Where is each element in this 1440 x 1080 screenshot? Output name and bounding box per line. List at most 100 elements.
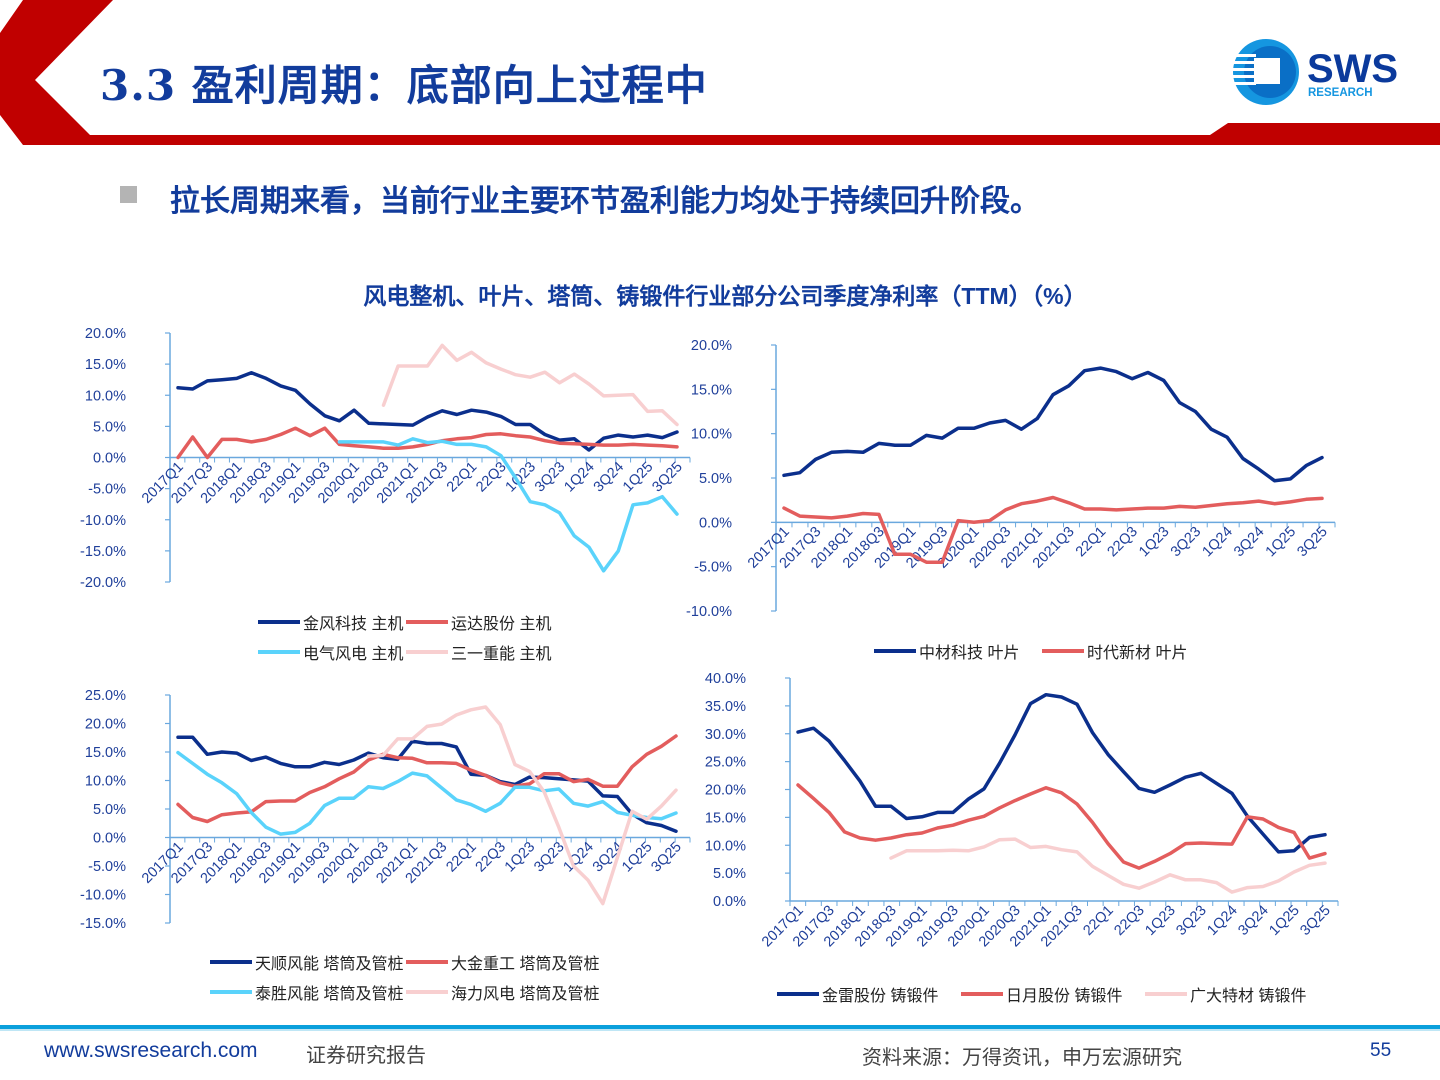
- y-tick-label: 20.0%: [705, 783, 746, 799]
- series-line-1: [782, 366, 1324, 483]
- legend-swatch: [210, 990, 252, 994]
- x-tick-label: 3Q23: [532, 459, 568, 495]
- series-line-4: [381, 343, 679, 427]
- y-tick-label: 0.0%: [699, 515, 732, 531]
- y-tick-label: 20.0%: [85, 717, 126, 733]
- x-tick-label: 3Q24: [591, 459, 627, 495]
- y-tick-label: -15.0%: [80, 544, 126, 560]
- x-tick-label: 22Q3: [473, 839, 509, 875]
- legend-swatch: [874, 649, 916, 653]
- chart-1: 20.0% 15.0% 10.0% 5.0% 0.0% -5.0% -10.0% -15.0%…: [80, 326, 691, 591]
- x-tick-label: 22Q3: [1111, 903, 1147, 939]
- y-tick-label: 5.0%: [93, 419, 126, 435]
- chart-3: 25.0% 20.0% 15.0% 10.0% 5.0% 0.0% -5.0% -10.0% -…: [80, 688, 691, 932]
- series-line-2: [782, 495, 1324, 564]
- y-tick-label: 35.0%: [705, 699, 746, 715]
- x-tick-label: 22Q1: [443, 839, 479, 875]
- y-tick-label: -10.0%: [80, 513, 126, 529]
- x-tick-label: 3Q24: [1231, 524, 1267, 560]
- legend-swatch: [406, 990, 448, 994]
- x-tick-label: 1Q25: [620, 459, 656, 495]
- x-tick-label: 3Q24: [1235, 903, 1271, 939]
- x-tick-label: 1Q25: [1263, 524, 1299, 560]
- legend-swatch: [1042, 649, 1084, 653]
- legend-item: 广大特材 铸锻件: [1145, 982, 1306, 1006]
- legend-item: 三一重能 主机: [406, 640, 551, 664]
- footer-divider-light: [0, 1029, 1440, 1031]
- legend-swatch: [777, 992, 819, 996]
- y-tick-label: -5.0%: [88, 859, 126, 875]
- x-tick-label: 1Q25: [619, 839, 655, 875]
- legend-item: 大金重工 塔筒及管桩: [406, 950, 599, 974]
- footer-divider: [0, 1025, 1440, 1029]
- x-tick-label: 1Q24: [561, 459, 597, 495]
- y-tick-label: 10.0%: [85, 774, 126, 790]
- chart-2: 20.0%15.0%10.0%5.0%0.0%-5.0%-10.0%2017Q1…: [686, 338, 1336, 620]
- legend-swatch: [258, 620, 300, 624]
- y-tick-label: 0.0%: [93, 451, 126, 467]
- legend-item: 金风科技 主机: [258, 610, 403, 634]
- y-tick-label: 25.0%: [85, 688, 126, 704]
- series-line-4: [366, 705, 678, 906]
- series-line-3: [176, 750, 678, 836]
- x-tick-label: 3Q25: [648, 839, 684, 875]
- y-tick-label: -5.0%: [694, 560, 732, 576]
- logo-subtext: RESEARCH: [1308, 87, 1373, 99]
- series-line-3: [889, 837, 1327, 894]
- x-tick-label: 1Q25: [1266, 903, 1302, 939]
- y-tick-label: 10.0%: [85, 388, 126, 404]
- footer-source: 资料来源：万得资讯，申万宏源研究: [862, 1047, 1182, 1069]
- y-tick-label: 0.0%: [713, 894, 746, 910]
- y-tick-label: 15.0%: [85, 357, 126, 373]
- series-line-1: [176, 371, 679, 452]
- legend-label: 运达股份 主机: [451, 616, 552, 633]
- chart-4: 40.0% 35.0% 30.0% 25.0% 20.0% 15.0% 10.0% 5.0% 0…: [705, 671, 1339, 950]
- legend-swatch: [406, 620, 448, 624]
- y-tick-label: -10.0%: [80, 888, 126, 904]
- y-tick-label: 5.0%: [713, 866, 746, 882]
- y-tick-label: 20.0%: [691, 338, 732, 354]
- page-title: 3.3 盈利周期：底部向上过程中: [100, 61, 708, 110]
- header-banner: [0, 0, 1440, 145]
- x-tick-label: 3Q23: [1168, 524, 1204, 560]
- y-tick-label: 40.0%: [705, 671, 746, 687]
- y-tick-label: -5.0%: [88, 482, 126, 498]
- legend-label: 日月股份 铸锻件: [1006, 988, 1123, 1005]
- legend-swatch: [961, 992, 1003, 996]
- x-tick-label: 1Q23: [1136, 524, 1172, 560]
- y-tick-label: 5.0%: [93, 802, 126, 818]
- legend-label: 三一重能 主机: [451, 646, 552, 663]
- series-line-2: [796, 783, 1327, 870]
- x-tick-label: 3Q25: [649, 459, 685, 495]
- legend-swatch: [406, 650, 448, 654]
- header-red-chevron: [0, 0, 1440, 145]
- x-tick-label: 22Q1: [1080, 903, 1116, 939]
- page-number: 55: [1370, 1040, 1392, 1061]
- legend-item: 海力风电 塔筒及管桩: [406, 980, 599, 1004]
- x-tick-label: 3Q23: [1173, 903, 1209, 939]
- x-tick-label: 1Q23: [502, 839, 538, 875]
- legend-label: 金风科技 主机: [303, 616, 404, 633]
- legend-label: 海力风电 塔筒及管桩: [451, 986, 600, 1003]
- y-tick-label: 10.0%: [691, 427, 732, 443]
- series-line-1: [796, 692, 1327, 854]
- legend-label: 泰胜风能 塔筒及管桩: [255, 986, 404, 1003]
- y-tick-label: 20.0%: [85, 326, 126, 342]
- footer-website-link[interactable]: www.swsresearch.com: [44, 1039, 258, 1062]
- legend-label: 金雷股份 铸锻件: [822, 988, 939, 1005]
- legend-label: 大金重工 塔筒及管桩: [451, 956, 600, 973]
- legend-label: 广大特材 铸锻件: [1190, 988, 1307, 1005]
- legend-swatch: [210, 960, 252, 964]
- legend-label: 电气风电 主机: [303, 646, 404, 663]
- chart-title: 风电整机、叶片、塔筒、铸锻件行业部分公司季度净利率（TTM）（%）: [363, 283, 1087, 309]
- legend-item: 时代新材 叶片: [1042, 639, 1187, 663]
- y-tick-label: 15.0%: [85, 745, 126, 761]
- bullet-square-icon: [120, 186, 137, 203]
- legend-label: 时代新材 叶片: [1087, 645, 1188, 662]
- legend-item: 天顺风能 塔筒及管桩: [210, 950, 403, 974]
- legend-item: 中材科技 叶片: [874, 639, 1019, 663]
- logo-text: SWS: [1307, 47, 1398, 91]
- x-tick-label: 1Q24: [1204, 903, 1240, 939]
- x-tick-label: 3Q25: [1297, 903, 1333, 939]
